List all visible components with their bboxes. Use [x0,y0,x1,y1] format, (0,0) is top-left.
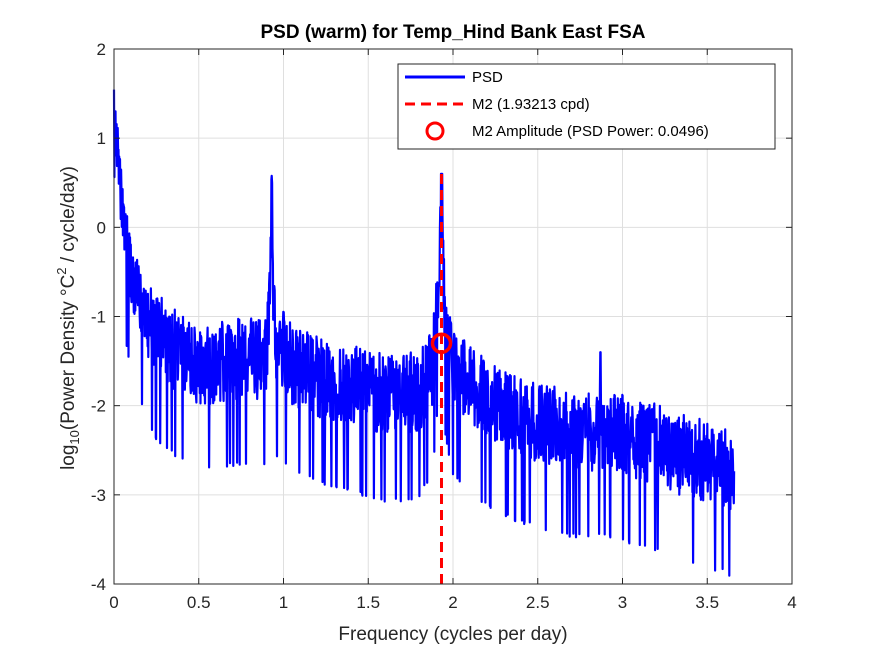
legend-label-m2-marker: M2 Amplitude (PSD Power: 0.0496) [472,123,709,140]
legend-label-m2-line: M2 (1.93213 cpd) [472,96,590,113]
ticks [113,48,793,585]
legend: PSD M2 (1.93213 cpd) M2 Amplitude (PSD P… [397,63,776,150]
x-tick-label: 0 [109,593,118,612]
x-tick-label: 4 [787,593,796,612]
x-tick-label: 2.5 [526,593,550,612]
y-tick-label: -2 [91,397,106,416]
y-tick-label: 2 [97,40,106,59]
y-tick-label: -1 [91,308,106,327]
m2-amplitude-marker [430,332,453,354]
y-tick-label: 0 [97,218,106,237]
chart-title: PSD (warm) for Temp_Hind Bank East FSA [261,22,646,43]
y-tick-label: -3 [91,486,106,505]
legend-label-psd: PSD [472,69,503,86]
x-tick-label: 0.5 [187,593,211,612]
legend-swatch-m2-marker [425,121,445,141]
y-tick-label: 1 [97,129,106,148]
y-tick-label: -4 [91,575,106,594]
x-axis-title: Frequency (cycles per day) [338,624,567,645]
x-tick-label: 1 [279,593,288,612]
y-axis-title: log10(Power Density °C2 / cycle/day) [54,166,82,470]
x-tick-label: 3.5 [695,593,719,612]
x-tick-label: 3 [618,593,627,612]
x-tick-label: 1.5 [356,593,380,612]
tick-labels: 0 0.5 1 1.5 2 2.5 3 3.5 4 -4 -3 -2 -1 0 1 2 [91,40,797,612]
x-tick-label: 2 [448,593,457,612]
plot-content [112,89,736,584]
psd-line [112,89,736,577]
